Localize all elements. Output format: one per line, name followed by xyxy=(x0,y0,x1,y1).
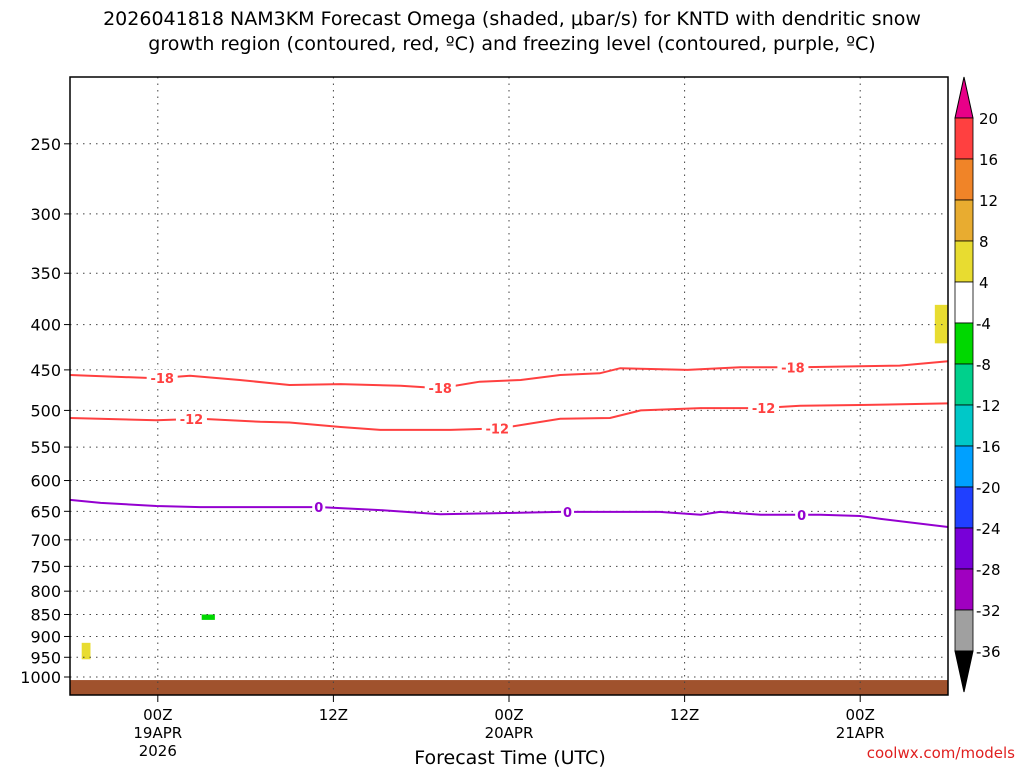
contour-label-bg xyxy=(481,420,513,437)
x-tick-label: 21APR xyxy=(836,724,885,742)
x-axis-label: Forecast Time (UTC) xyxy=(414,747,605,768)
colorbar-label: -16 xyxy=(976,438,1001,456)
y-tick-label: 850 xyxy=(30,605,61,624)
colorbar-label: 8 xyxy=(979,233,989,251)
y-tick-label: 800 xyxy=(30,582,61,601)
y-tick-label: 400 xyxy=(30,316,61,335)
y-tick-label: 500 xyxy=(30,401,61,420)
colorbar-bin xyxy=(954,322,974,365)
y-axis: 250 300 350 400 450 500 550 600 650 700 750 800 850 9… xyxy=(20,135,70,687)
y-tick-label: 450 xyxy=(30,361,61,380)
contour-label-bg xyxy=(795,506,809,523)
contour-label: -12 xyxy=(180,413,204,428)
colorbar-bin xyxy=(954,117,974,160)
contour-label-bg xyxy=(175,411,207,428)
y-tick-label: 650 xyxy=(30,502,61,521)
colorbar-label: 16 xyxy=(979,151,998,169)
colorbar-bin xyxy=(954,240,974,283)
colorbar-label: -12 xyxy=(976,397,1001,415)
colorbar-label: -36 xyxy=(976,643,1001,661)
colorbar-bin xyxy=(954,158,974,201)
y-tick-label: 550 xyxy=(30,438,61,457)
credit-text: coolwx.com/models xyxy=(867,744,1015,762)
contour-line xyxy=(69,360,949,390)
y-tick-label: 950 xyxy=(30,648,61,667)
chart-title-line1: 2026041818 NAM3KM Forecast Omega (shaded… xyxy=(103,8,921,30)
x-tick-label: 00Z xyxy=(494,706,523,724)
colorbar-label: -24 xyxy=(976,520,1001,538)
y-tick-label: 250 xyxy=(30,135,61,154)
colorbar-label: -20 xyxy=(976,479,1001,497)
contour-label-bg xyxy=(777,359,809,376)
y-tick-label: 750 xyxy=(30,557,61,576)
contour-label-bg xyxy=(748,399,780,416)
contour-label: -12 xyxy=(486,423,510,438)
colorbar-bin xyxy=(954,199,974,242)
x-tick-label: 19APR xyxy=(133,724,182,742)
colorbar-label: 20 xyxy=(979,110,998,128)
contour-label: 0 xyxy=(797,509,806,524)
x-tick-label: 12Z xyxy=(319,706,348,724)
contour-label-bg xyxy=(561,503,575,520)
grid xyxy=(70,77,948,695)
colorbar-bin xyxy=(954,609,974,652)
colorbar-bin xyxy=(954,445,974,488)
shaded-region xyxy=(201,614,215,620)
contours: -18 -18 -18 -12 -12 -12 0 0 0 xyxy=(69,359,949,528)
contour-label-bg xyxy=(312,499,326,516)
colorbar-label: -32 xyxy=(976,602,1001,620)
contour-label: -18 xyxy=(781,361,805,376)
x-tick-label: 00Z xyxy=(846,706,875,724)
colorbar-bin xyxy=(954,486,974,529)
y-tick-label: 350 xyxy=(30,264,61,283)
colorbar-over-triangle xyxy=(954,76,974,119)
contour-line xyxy=(69,498,949,528)
colorbar-bin xyxy=(954,281,974,324)
colorbar-label: -8 xyxy=(976,356,991,374)
colorbar-bin xyxy=(954,568,974,611)
colorbar-label: 4 xyxy=(979,274,989,292)
x-tick-label: 12Z xyxy=(670,706,699,724)
y-tick-label: 900 xyxy=(30,627,61,646)
shaded-region xyxy=(70,680,948,696)
contour-label: 0 xyxy=(563,506,572,521)
colorbar: 20 16 12 8 4 -4 -8 -12 -16 -20 -24 -28 -32 -36 xyxy=(954,76,1001,693)
contour-label: -12 xyxy=(752,402,776,417)
plot-frame xyxy=(69,76,949,696)
x-tick-label: 20APR xyxy=(485,724,534,742)
x-tick-label: 00Z xyxy=(143,706,172,724)
colorbar-label: -4 xyxy=(976,315,991,333)
contour-label: 0 xyxy=(314,501,323,516)
y-tick-label: 300 xyxy=(30,205,61,224)
colorbar-label: -28 xyxy=(976,561,1001,579)
colorbar-bin xyxy=(954,404,974,447)
contour-label-bg xyxy=(424,380,456,397)
y-tick-label: 600 xyxy=(30,472,61,491)
colorbar-bin xyxy=(954,527,974,570)
y-tick-label: 700 xyxy=(30,531,61,550)
x-tick-label: 2026 xyxy=(139,742,177,760)
contour-label: -18 xyxy=(428,382,452,397)
colorbar-bin xyxy=(954,363,974,406)
omega-shading xyxy=(70,304,948,696)
contour-label-bg xyxy=(146,369,178,386)
colorbar-under-triangle xyxy=(954,650,974,693)
chart-title-line2: growth region (contoured, red, ºC) and f… xyxy=(148,33,875,55)
shaded-region xyxy=(81,642,91,660)
contour-label: -18 xyxy=(150,372,174,387)
y-tick-label: 1000 xyxy=(20,668,61,687)
colorbar-label: 12 xyxy=(979,192,998,210)
